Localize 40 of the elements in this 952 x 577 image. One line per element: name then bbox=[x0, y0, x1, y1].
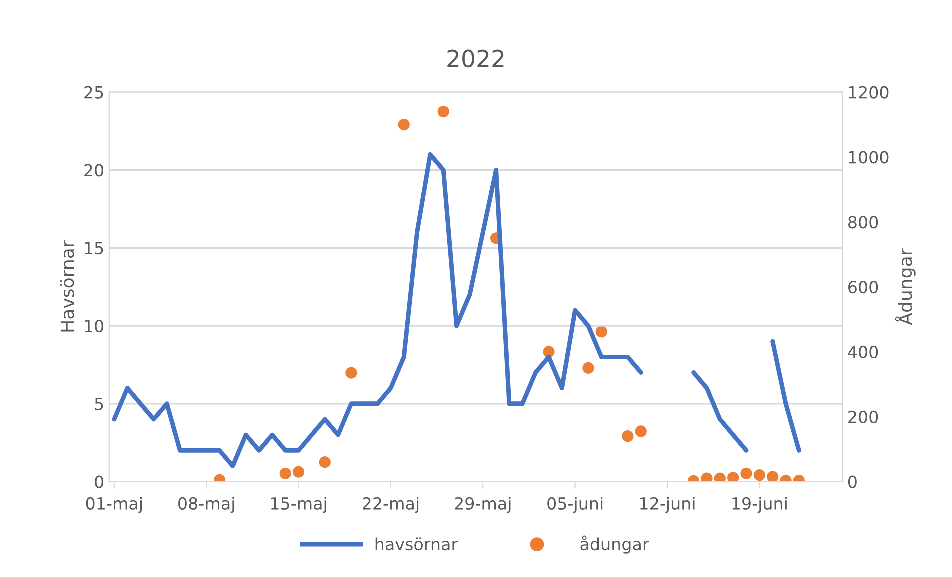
y-tick-label: 0 bbox=[95, 476, 104, 488]
point bbox=[767, 471, 779, 482]
point bbox=[319, 456, 331, 468]
x-tick-label: 01-maj bbox=[86, 497, 142, 514]
point bbox=[280, 468, 292, 480]
point bbox=[292, 466, 305, 478]
x-tick-label: 12-juni bbox=[640, 497, 695, 514]
point bbox=[346, 367, 358, 379]
x-tick-label: 05-juni bbox=[548, 497, 603, 514]
y-tick-label: 25 bbox=[84, 86, 104, 99]
x-tick-label: 15-maj bbox=[271, 497, 326, 514]
point bbox=[582, 362, 594, 374]
point bbox=[398, 118, 410, 131]
y2-axis-title: Ådungar bbox=[895, 248, 916, 326]
y2-tick-label: 1200 bbox=[849, 86, 889, 99]
y2-tick-label: 0 bbox=[848, 476, 857, 488]
y2-tick-label: 600 bbox=[848, 281, 878, 294]
point bbox=[438, 106, 450, 118]
legend-label: havsörnar bbox=[376, 538, 458, 551]
legend-label: ådungar bbox=[580, 536, 650, 554]
point bbox=[754, 469, 766, 482]
chart-title: 2022 bbox=[448, 50, 504, 68]
y-tick-label: 10 bbox=[85, 320, 104, 333]
y2-tick-label: 400 bbox=[848, 346, 878, 359]
point bbox=[740, 468, 752, 480]
y-tick-label: 5 bbox=[95, 398, 104, 410]
point bbox=[596, 326, 608, 338]
point bbox=[635, 426, 647, 438]
x-tick-label: 22-maj bbox=[363, 497, 419, 514]
y-tick-label: 20 bbox=[84, 164, 104, 177]
point bbox=[622, 430, 634, 442]
x-tick-label: 29-maj bbox=[455, 497, 511, 514]
y2-tick-label: 200 bbox=[848, 410, 878, 424]
y2-tick-label: 800 bbox=[848, 216, 878, 229]
x-tick-label: 08-maj bbox=[178, 497, 234, 514]
y-tick-label: 15 bbox=[85, 242, 104, 255]
x-tick-label: 19-juni bbox=[732, 497, 787, 514]
y2-tick-label: 1000 bbox=[849, 151, 889, 164]
y-axis-title: Havsörnar bbox=[60, 240, 74, 332]
point bbox=[728, 472, 740, 482]
